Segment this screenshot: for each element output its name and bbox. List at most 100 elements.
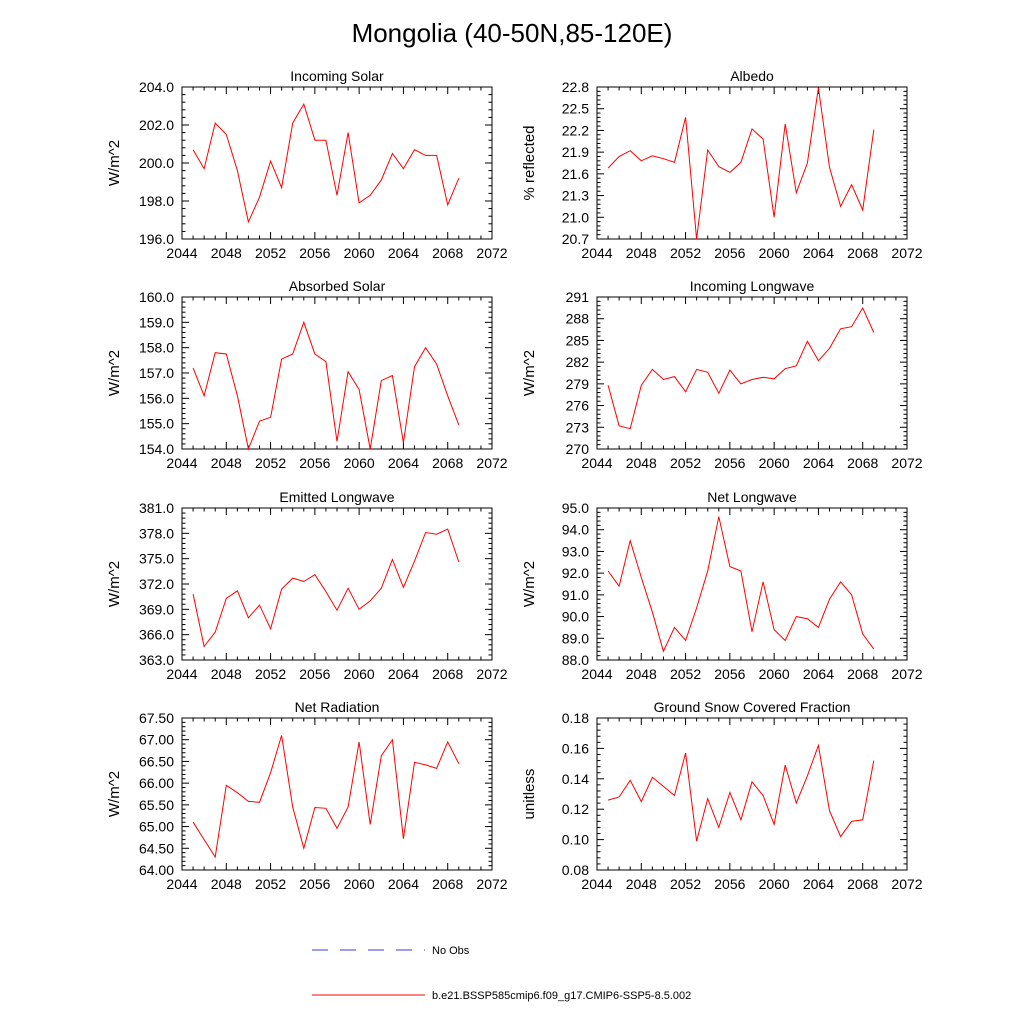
y-tick-label: 0.18 [562, 710, 589, 726]
x-tick-label: 2072 [891, 876, 922, 892]
y-tick-label: 22.8 [562, 79, 589, 95]
y-tick-label: 381.0 [139, 500, 174, 516]
y-tick-label: 65.00 [139, 819, 174, 835]
y-tick-label: 67.50 [139, 710, 174, 726]
y-axis-label: W/m^2 [106, 350, 123, 396]
x-tick-label: 2068 [847, 876, 878, 892]
series-line-incoming-solar [192, 102, 460, 224]
y-tick-label: 20.7 [562, 231, 589, 247]
x-tick-label: 2044 [581, 455, 612, 471]
y-tick-label: 0.12 [562, 801, 589, 817]
y-tick-label: 273 [566, 419, 590, 435]
y-tick-label: 21.9 [562, 144, 589, 160]
x-tick-label: 2072 [476, 876, 507, 892]
series-line-albedo [607, 87, 875, 240]
y-tick-label: 156.0 [139, 390, 174, 406]
y-tick-label: 88.0 [562, 652, 589, 668]
x-tick-label: 2056 [714, 876, 745, 892]
panel-net-longwave: 2044 2048 2052 2056 2060 2064 2068 2072 88.0 89.0… [521, 489, 923, 682]
y-tick-label: 158.0 [139, 340, 174, 356]
x-tick-label: 2064 [388, 455, 419, 471]
y-tick-label: 0.16 [562, 740, 589, 756]
y-tick-label: 200.0 [139, 155, 174, 171]
y-tick-label: 276 [566, 398, 590, 414]
x-tick-label: 2044 [581, 876, 612, 892]
y-tick-label: 160.0 [139, 289, 174, 305]
plot-frame [181, 86, 493, 240]
x-tick-label: 2056 [299, 666, 330, 682]
panel-title: Ground Snow Covered Fraction [654, 699, 851, 715]
y-tick-label: 21.3 [562, 188, 589, 204]
y-tick-label: 22.2 [562, 122, 589, 138]
x-tick-label: 2052 [255, 455, 286, 471]
y-tick-label: 270 [566, 441, 590, 457]
x-tick-label: 2060 [344, 666, 375, 682]
x-tick-label: 2056 [299, 455, 330, 471]
x-tick-label: 2068 [847, 666, 878, 682]
x-tick-label: 2044 [581, 666, 612, 682]
y-tick-label: 196.0 [139, 231, 174, 247]
x-tick-label: 2044 [581, 245, 612, 261]
x-tick-label: 2060 [759, 666, 790, 682]
panel-title: Albedo [730, 68, 774, 84]
panel-title: Net Radiation [295, 699, 380, 715]
x-tick-label: 2068 [847, 455, 878, 471]
panels: 2044 2048 2052 2056 2060 2064 2068 2072 196.0 198… [106, 68, 923, 892]
panel-absorbed-solar: 2044 2048 2052 2056 2060 2064 2068 2072 154.0 155… [106, 278, 508, 471]
x-tick-label: 2056 [714, 245, 745, 261]
y-tick-label: 282 [566, 354, 590, 370]
panel-title: Net Longwave [707, 489, 797, 505]
y-tick-label: 94.0 [562, 522, 589, 538]
y-tick-label: 159.0 [139, 314, 174, 330]
x-tick-label: 2044 [166, 245, 197, 261]
y-tick-label: 67.00 [139, 732, 174, 748]
plot-frame [596, 86, 908, 240]
panel-incoming-solar: 2044 2048 2052 2056 2060 2064 2068 2072 196.0 198… [106, 68, 508, 261]
x-tick-label: 2048 [626, 455, 657, 471]
x-tick-label: 2064 [803, 666, 834, 682]
x-tick-label: 2064 [803, 455, 834, 471]
y-tick-label: 91.0 [562, 587, 589, 603]
panel-albedo: 2044 2048 2052 2056 2060 2064 2068 2072 20.7 21.0… [521, 68, 923, 261]
x-tick-label: 2048 [211, 455, 242, 471]
y-tick-label: 0.14 [562, 771, 589, 787]
x-tick-label: 2064 [388, 245, 419, 261]
y-tick-label: 363.0 [139, 652, 174, 668]
x-tick-label: 2044 [166, 455, 197, 471]
y-tick-label: 95.0 [562, 500, 589, 516]
x-tick-label: 2056 [299, 876, 330, 892]
x-tick-label: 2052 [670, 455, 701, 471]
x-tick-label: 2064 [388, 666, 419, 682]
x-tick-label: 2072 [476, 666, 507, 682]
series-line-net-radiation [192, 735, 460, 859]
y-tick-label: 378.0 [139, 525, 174, 541]
y-tick-label: 291 [566, 289, 590, 305]
y-tick-label: 204.0 [139, 79, 174, 95]
y-tick-label: 66.50 [139, 753, 174, 769]
y-axis-label: W/m^2 [521, 561, 538, 607]
x-tick-label: 2048 [626, 876, 657, 892]
panel-incoming-longwave: 2044 2048 2052 2056 2060 2064 2068 2072 270 273 27… [521, 278, 923, 471]
x-tick-label: 2056 [714, 666, 745, 682]
y-tick-label: 21.6 [562, 166, 589, 182]
y-tick-label: 65.50 [139, 797, 174, 813]
x-tick-label: 2064 [388, 876, 419, 892]
x-tick-label: 2068 [432, 455, 463, 471]
panel-title: Incoming Longwave [690, 278, 815, 294]
x-tick-label: 2052 [670, 666, 701, 682]
series-line-incoming-longwave [607, 306, 875, 430]
y-tick-label: 21.0 [562, 209, 589, 225]
y-axis-label: W/m^2 [106, 140, 123, 186]
y-tick-label: 366.0 [139, 627, 174, 643]
x-tick-label: 2060 [344, 455, 375, 471]
plot-frame [596, 296, 908, 450]
y-tick-label: 0.08 [562, 862, 589, 878]
y-tick-label: 279 [566, 376, 590, 392]
x-tick-label: 2060 [759, 876, 790, 892]
panel-title: Incoming Solar [290, 68, 384, 84]
y-axis-label: % reflected [521, 125, 538, 200]
y-tick-label: 157.0 [139, 365, 174, 381]
panel-net-radiation: 2044 2048 2052 2056 2060 2064 2068 2072 64.00 64.… [106, 699, 508, 892]
x-tick-label: 2064 [803, 245, 834, 261]
